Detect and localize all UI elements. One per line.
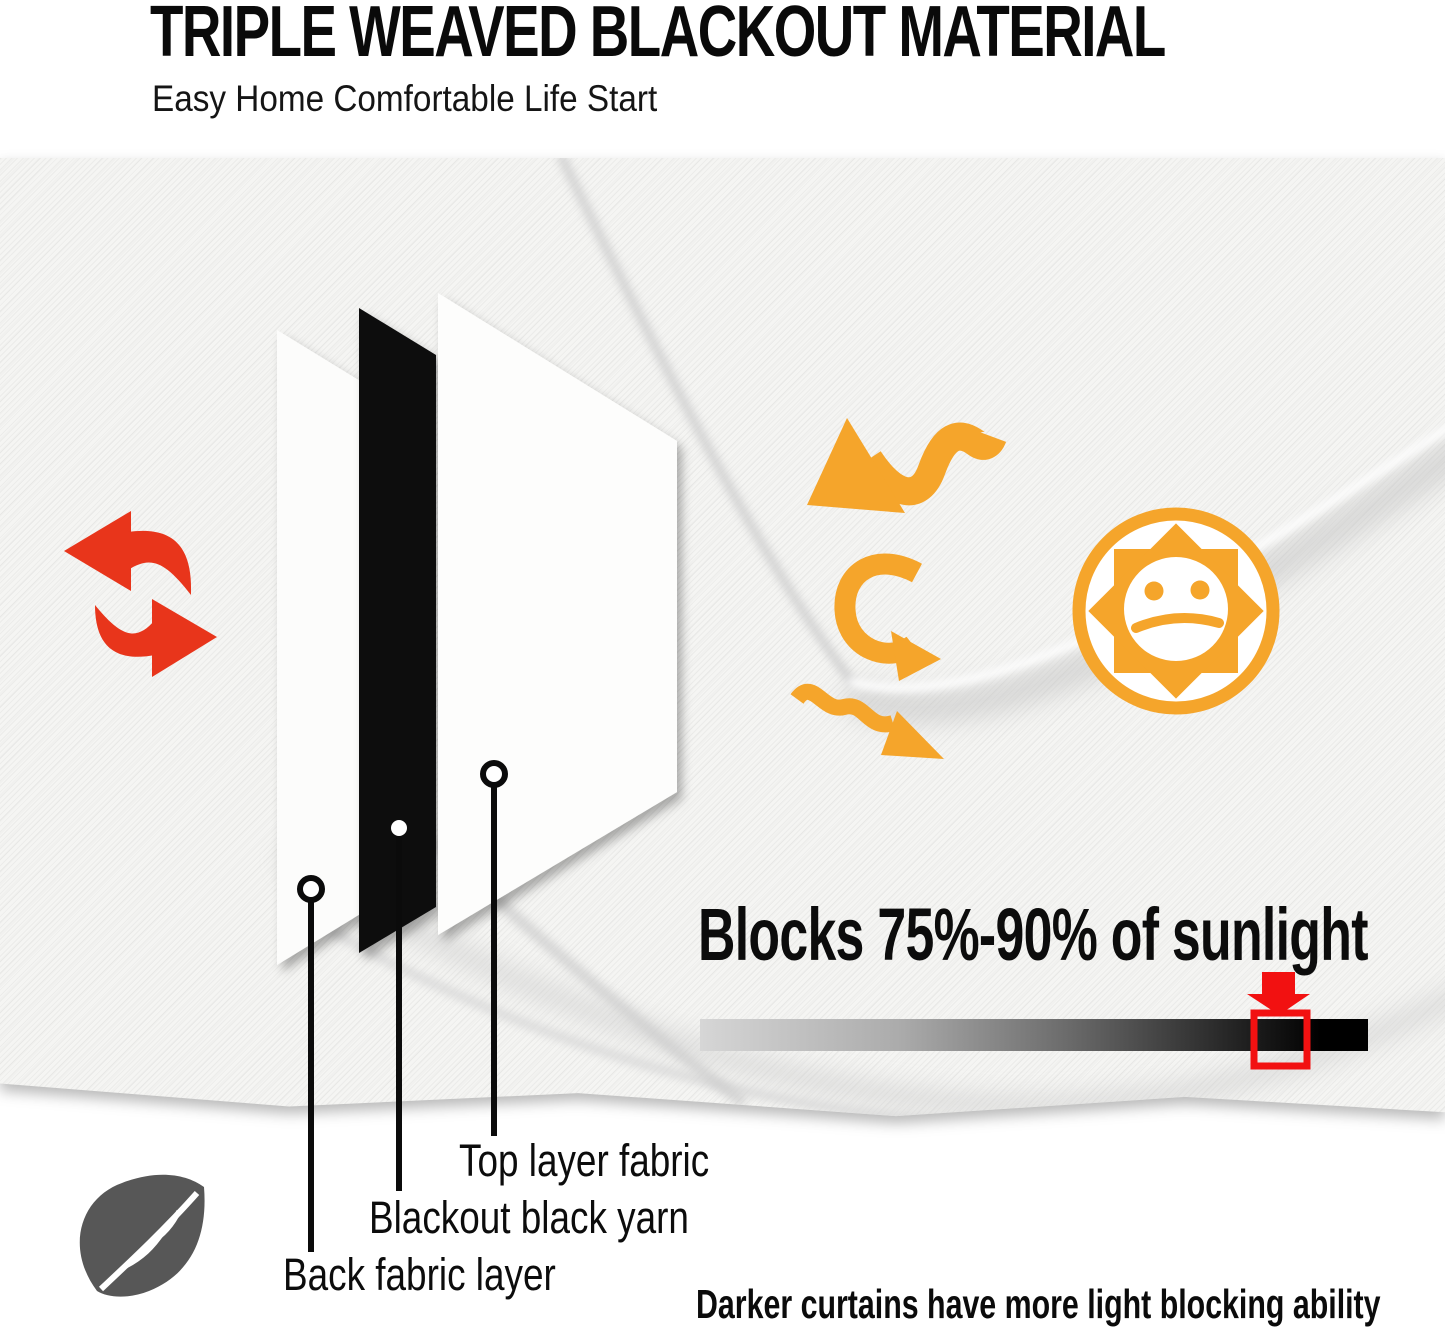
fold-bottom-2: [325, 925, 1025, 1117]
swap-arrow-left-tail: [128, 530, 192, 595]
back-layer-label: Back fabric layer: [283, 1249, 556, 1300]
back-fabric-layer-sheet: [277, 330, 370, 965]
leaf-body: [79, 1174, 205, 1297]
blocking-level-marker: [1247, 972, 1311, 1070]
fold-crease: [557, 158, 857, 687]
swap-arrow-right-tail: [95, 605, 155, 657]
pointer-pins: [297, 760, 508, 1252]
red-down-arrow-icon: [1262, 972, 1295, 996]
wavy-tail: [790, 683, 896, 733]
fabric-layers-diagram: [277, 293, 677, 965]
blackout-layer-dot: [391, 820, 407, 836]
sun-smiley-icon: [1072, 507, 1280, 715]
sun-eye-right: [1190, 580, 1210, 600]
zigzag-tail: [857, 422, 1007, 506]
orange-zigzag-arrow-down-left-icon: [807, 418, 1007, 513]
swap-arrow-right-head: [152, 599, 217, 677]
page-title: TRIPLE WEAVED BLACKOUT MATERIAL: [150, 0, 1166, 72]
back-layer-pin-circle: [297, 875, 325, 903]
leaf-main-vein: [98, 1191, 200, 1292]
blocking-headline: Blocks 75%-90% of sunlight: [698, 893, 1368, 976]
top-fabric-layer-sheet: [438, 293, 677, 935]
red-selection-box-icon: [1250, 1009, 1311, 1070]
orange-u-turn-arrow-icon: [834, 553, 941, 681]
sunlight-arrows: [790, 418, 1007, 759]
page-subtitle: Easy Home Comfortable Life Start: [152, 78, 658, 119]
orange-wavy-arrow-down-right-icon: [790, 683, 944, 759]
sun-eye-left: [1144, 581, 1164, 601]
top-layer-label: Top layer fabric: [459, 1135, 710, 1186]
leaf-icon: [79, 1174, 205, 1297]
swap-arrow-left-head: [64, 511, 131, 591]
top-layer-pin-circle: [480, 760, 508, 788]
sun-face: [1124, 557, 1228, 661]
red-down-arrow-head: [1247, 994, 1310, 1015]
red-swap-arrows-icon: [64, 511, 217, 677]
u-turn-tail: [834, 553, 922, 664]
u-turn-head: [891, 631, 941, 681]
leaf-side-vein-2: [148, 1209, 182, 1246]
blocking-caption: Darker curtains have more light blocking…: [696, 1281, 1381, 1327]
sun-smile: [1131, 613, 1224, 633]
wavy-head: [881, 711, 944, 759]
blackout-yarn-label: Blackout black yarn: [369, 1192, 689, 1243]
blackout-yarn-layer-sheet: [359, 308, 436, 953]
zigzag-head: [807, 418, 905, 513]
